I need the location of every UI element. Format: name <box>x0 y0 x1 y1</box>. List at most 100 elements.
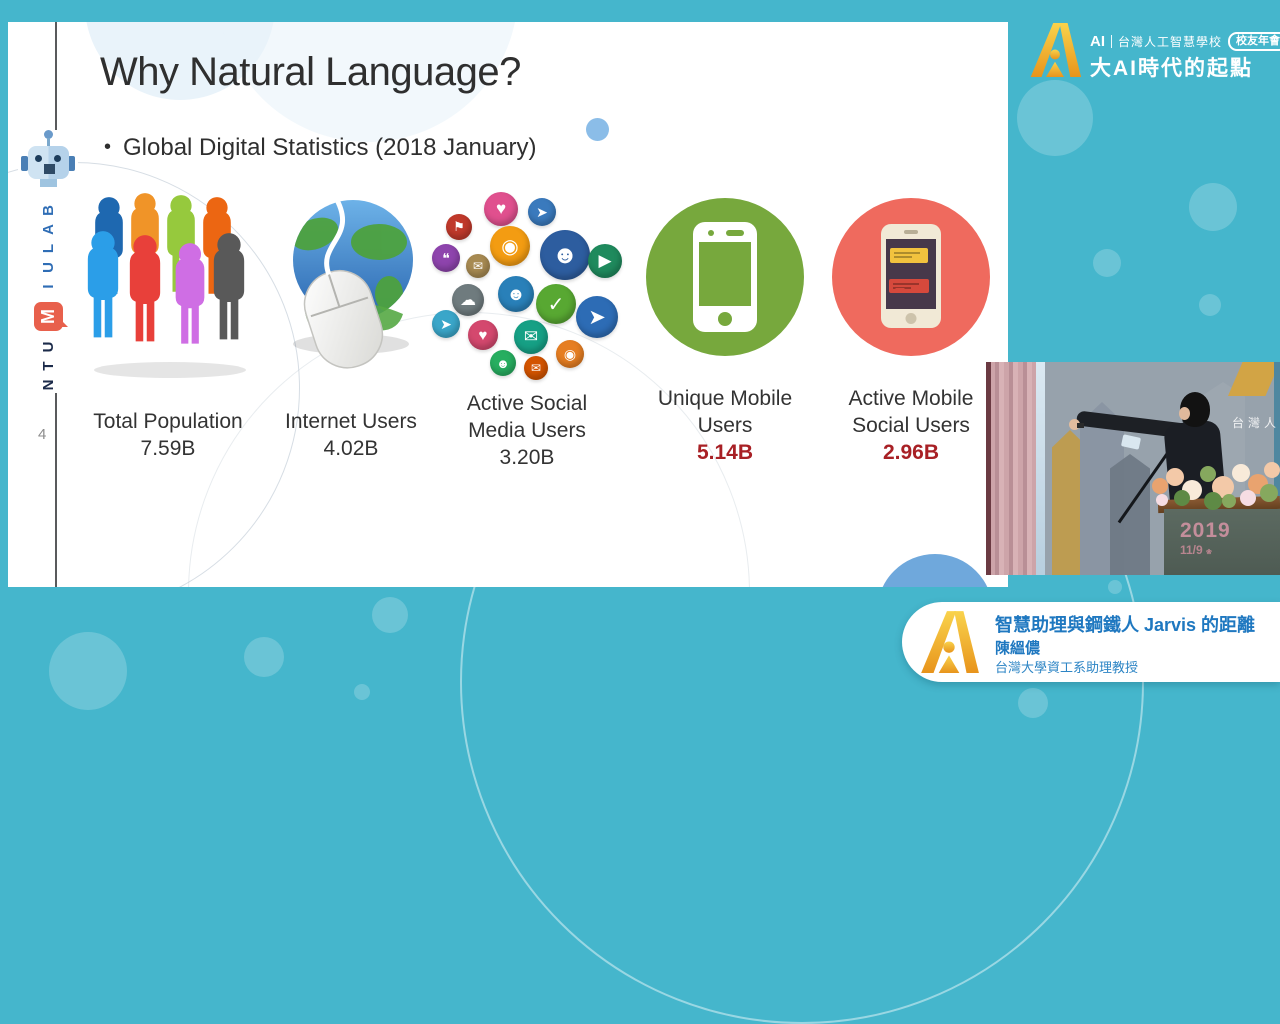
bullet-text: Global Digital Statistics (2018 January) <box>123 134 537 161</box>
flower-arrangement <box>1152 460 1280 514</box>
ai-mark: AI <box>1090 33 1105 50</box>
heart-icon: ♥ <box>468 320 498 350</box>
mail-icon: ✉ <box>514 320 548 354</box>
backdrop-gold-shape <box>1228 362 1280 396</box>
school-name: 台灣人工智慧學校 <box>1118 35 1223 49</box>
podium-year-text: 2019 <box>1180 519 1231 542</box>
profile-icon: ☻ <box>490 350 516 376</box>
backdrop-blue-edge <box>1274 362 1280 502</box>
stat-value-highlight: 5.14B <box>696 441 754 464</box>
flower <box>1260 484 1278 502</box>
bullet-marker: • <box>104 136 112 158</box>
stat-label: Active Mobile Social Users 2.96B <box>811 385 1008 466</box>
presenter-clicker <box>1077 423 1084 428</box>
mail-icon: ✉ <box>524 356 548 380</box>
vertical-letter: U <box>39 262 57 273</box>
slide-page-number: 4 <box>38 426 47 443</box>
backdrop-arrow <box>1110 454 1150 575</box>
flower <box>1174 490 1190 506</box>
speaker-affiliation: 台灣大學資工系助理教授 <box>995 660 1139 675</box>
stat-label: Unique Mobile Users 5.14B <box>625 385 825 466</box>
curtain <box>990 362 1036 575</box>
background-bubble <box>1199 294 1221 316</box>
background-bubble <box>354 684 370 700</box>
stat-unique-mobile: Unique Mobile Users 5.14B <box>625 192 825 464</box>
bird-icon: ➤ <box>576 296 618 338</box>
stat-internet-users: Internet Users 4.02B <box>251 192 451 460</box>
vertical-letter: B <box>39 205 57 216</box>
talk-title: 智慧助理與鋼鐵人 Jarvis 的距離 <box>995 615 1256 635</box>
stat-value-highlight: 2.96B <box>882 441 940 464</box>
stat-label: Active Social Media Users 3.20B <box>427 390 627 471</box>
vertical-letter: T <box>39 360 57 371</box>
flower <box>1166 468 1184 486</box>
vertical-letter: A <box>39 224 57 235</box>
event-tagline: 大AI時代的起點 <box>1090 57 1253 80</box>
mobile-social-red-icon <box>832 198 990 356</box>
speaker-hand <box>1069 419 1080 430</box>
stat-active-social-media: ♥ ➤ ⚑ ◉ ☻ ❝ ✉ ▶ ☁ ☻ ✓ ➤ ➤ ♥ ✉ ◉ ☻ ✉ Active Social Media U… <box>427 192 627 469</box>
vertical-letter: L <box>39 243 57 254</box>
event-header-logo: AI 台灣人工智慧學校 校友年會 大AI時代的起點 <box>1028 18 1280 84</box>
podium: 2019 11/9 ❀ <box>1164 509 1280 575</box>
bird-icon: ➤ <box>432 310 460 338</box>
profile-icon: ☻ <box>540 230 590 280</box>
background-bubble <box>244 637 284 677</box>
alumni-badge: 校友年會 <box>1228 32 1280 51</box>
background-bubble <box>1017 80 1093 156</box>
camera-icon: ◉ <box>556 340 584 368</box>
slide-blue-half-circle <box>877 554 993 587</box>
speaker <box>1069 392 1246 537</box>
stat-value: 7.59B <box>140 437 196 460</box>
background-bubble <box>372 597 408 633</box>
curtain-gap <box>1036 362 1045 575</box>
flower <box>1264 462 1280 478</box>
stat-label: Total Population 7.59B <box>68 408 268 462</box>
heart-icon: ♥ <box>484 192 518 226</box>
flower <box>1222 494 1236 508</box>
social-media-bubbles-icon: ♥ ➤ ⚑ ◉ ☻ ❝ ✉ ▶ ☁ ☻ ✓ ➤ ➤ ♥ ✉ ◉ ☻ ✉ <box>427 192 627 390</box>
internet-globe-mouse-icon <box>251 192 451 387</box>
separator <box>1111 35 1112 48</box>
bird-icon: ➤ <box>528 198 556 226</box>
slide-title: Why Natural Language? <box>100 50 521 94</box>
backdrop-text: 台灣人 <box>1231 416 1280 430</box>
like-icon: ✓ <box>536 284 576 324</box>
background-bubble <box>49 632 127 710</box>
mobile-phone-green-icon <box>646 198 804 356</box>
flower <box>1240 490 1256 506</box>
cloud-icon: ☁ <box>452 284 484 316</box>
speaker-face <box>1179 407 1190 420</box>
mail-icon: ✉ <box>466 254 490 278</box>
event-a-logo-icon <box>921 611 979 673</box>
stat-value: 4.02B <box>323 437 379 460</box>
play-icon: ▶ <box>588 244 622 278</box>
rss-icon: ◉ <box>490 226 530 266</box>
speaker-name: 陳縕儂 <box>995 640 1041 657</box>
flower <box>1232 464 1250 482</box>
slide-bullet: • Global Digital Statistics (2018 January… <box>104 134 537 162</box>
flag-icon: ⚑ <box>446 214 472 240</box>
talk-info-banner: 智慧助理與鋼鐵人 Jarvis 的距離 陳縕儂 台灣大學資工系助理教授 <box>902 602 1280 682</box>
flower <box>1156 494 1168 506</box>
background-bubble <box>1093 249 1121 277</box>
flower <box>1200 466 1216 482</box>
vertical-letter: I <box>39 284 57 289</box>
podium-date-text: 11/9 ❀ <box>1180 543 1212 557</box>
population-people-icon <box>68 192 268 385</box>
robot-mascot-icon <box>20 130 76 192</box>
miulab-m-icon: M <box>33 302 63 331</box>
background-bubble <box>1189 183 1237 231</box>
vertical-letter: N <box>39 378 57 391</box>
slide-blue-dot <box>586 118 609 141</box>
stat-label: Internet Users 4.02B <box>251 408 451 462</box>
chat-icon: ❝ <box>432 244 460 272</box>
vertical-letter: U <box>39 340 57 353</box>
speaker-notes <box>1120 434 1142 450</box>
flower <box>1204 492 1222 510</box>
stat-value: 3.20B <box>499 446 555 469</box>
profile-icon: ☻ <box>498 276 534 312</box>
